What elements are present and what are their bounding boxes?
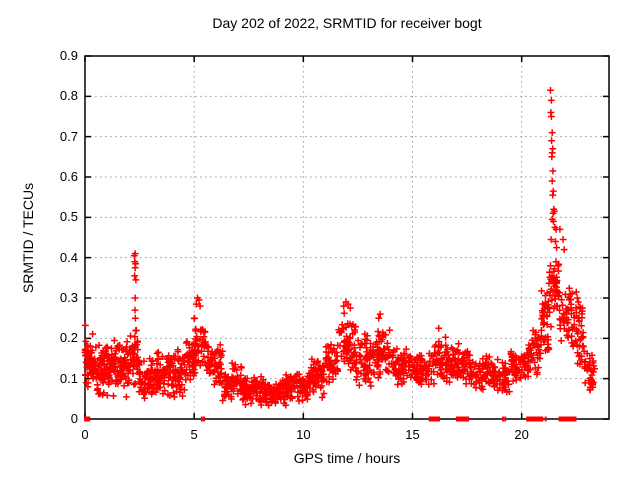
zero-line-marker (504, 416, 507, 422)
y-tick-label: 0.7 (59, 128, 78, 144)
zero-line-marker (526, 416, 531, 422)
zero-line-marker (200, 416, 203, 422)
zero-line-marker (531, 416, 538, 422)
zero-line-marker (203, 416, 205, 422)
x-tick-label: 15 (405, 427, 420, 442)
y-axis-label: SRMTID / TECUs (20, 182, 36, 294)
zero-line-marker (539, 416, 544, 422)
y-tick-label: 0.9 (59, 48, 78, 63)
zero-line-marker (433, 416, 440, 422)
zero-line-marker (465, 416, 470, 422)
y-tick-label: 0.2 (59, 330, 78, 346)
x-tick-label: 0 (81, 427, 89, 442)
x-tick-label: 20 (514, 427, 529, 442)
zero-line-marker (459, 416, 467, 422)
data-points (81, 86, 598, 409)
chart-title: Day 202 of 2022, SRMTID for receiver bog… (212, 15, 482, 31)
y-tick-label: 0.8 (59, 88, 78, 104)
y-tick-label: 0.5 (59, 209, 78, 225)
plot-border (84, 55, 610, 420)
y-tick-label: 0 (70, 411, 78, 426)
zero-line-marker (544, 416, 547, 422)
zero-line-marker (528, 416, 535, 422)
y-tick-label: 0.6 (59, 169, 78, 184)
grid-lines (85, 56, 609, 419)
x-axis-label: GPS time / hours (293, 450, 401, 466)
y-tick-label: 0.1 (59, 370, 78, 386)
y-tick-label: 0.4 (59, 249, 78, 265)
zero-line-marker (502, 416, 505, 422)
zero-line-marker (569, 416, 577, 422)
x-tick-label: 10 (296, 427, 311, 442)
x-tick-label: 5 (190, 427, 198, 442)
y-tick-label: 0.3 (59, 290, 78, 305)
zero-line-marker (535, 416, 541, 422)
zero-line-marker (84, 416, 91, 422)
